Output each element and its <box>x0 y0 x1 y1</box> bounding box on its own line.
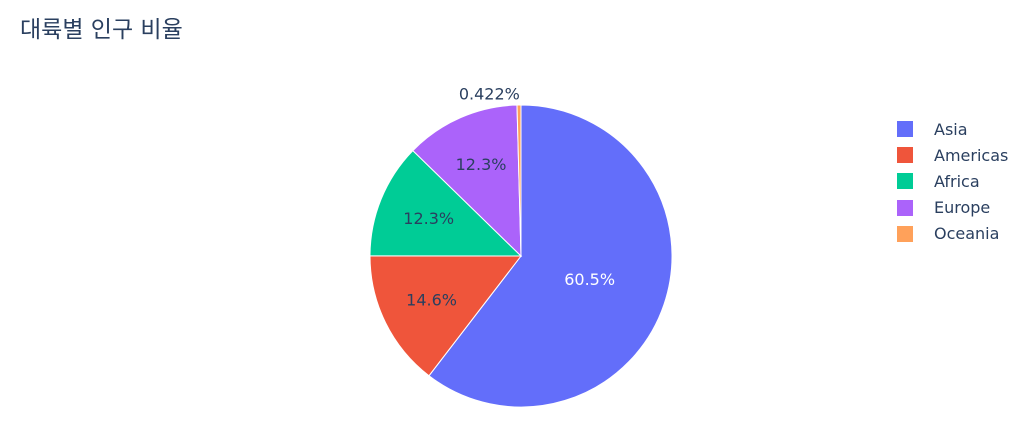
pie-slice-africa[interactable] <box>369 149 523 257</box>
pie-slice-label: 12.3% <box>403 209 454 228</box>
pie-slice-labels: 60.5% 14.6% 12.3% 12.3% 0.422% <box>403 85 615 310</box>
pie-slice-label: 12.3% <box>456 155 507 174</box>
pie-slice-asia[interactable] <box>428 104 673 408</box>
legend-label: Africa <box>934 171 980 191</box>
legend-item-europe[interactable]: Europe <box>897 195 1008 221</box>
legend-item-africa[interactable]: Africa <box>897 168 1008 194</box>
pie-slices <box>369 104 673 408</box>
chart-title: 대륙별 인구 비율 <box>20 17 183 43</box>
pie-slice-label: 60.5% <box>564 270 615 289</box>
legend-label: Oceania <box>934 224 1000 244</box>
legend-swatch <box>897 173 913 190</box>
legend-label: Americas <box>934 145 1009 165</box>
pie-slice-oceania[interactable] <box>516 104 522 257</box>
legend-label: Asia <box>934 119 968 139</box>
legend: Asia Americas Africa Europe Oceania <box>897 116 1008 247</box>
legend-label: Europe <box>934 198 991 218</box>
pie-slice-label: 0.422% <box>459 85 520 104</box>
legend-swatch <box>897 147 913 164</box>
legend-item-asia[interactable]: Asia <box>897 116 1008 142</box>
legend-swatch <box>897 225 913 242</box>
pie-slice-europe[interactable] <box>412 104 522 258</box>
legend-item-oceania[interactable]: Oceania <box>897 221 1008 247</box>
legend-swatch <box>897 199 913 216</box>
pie-slice-americas[interactable] <box>369 255 523 377</box>
pie-slice-label: 14.6% <box>406 291 457 310</box>
legend-item-americas[interactable]: Americas <box>897 142 1008 168</box>
legend-swatch <box>897 121 913 138</box>
